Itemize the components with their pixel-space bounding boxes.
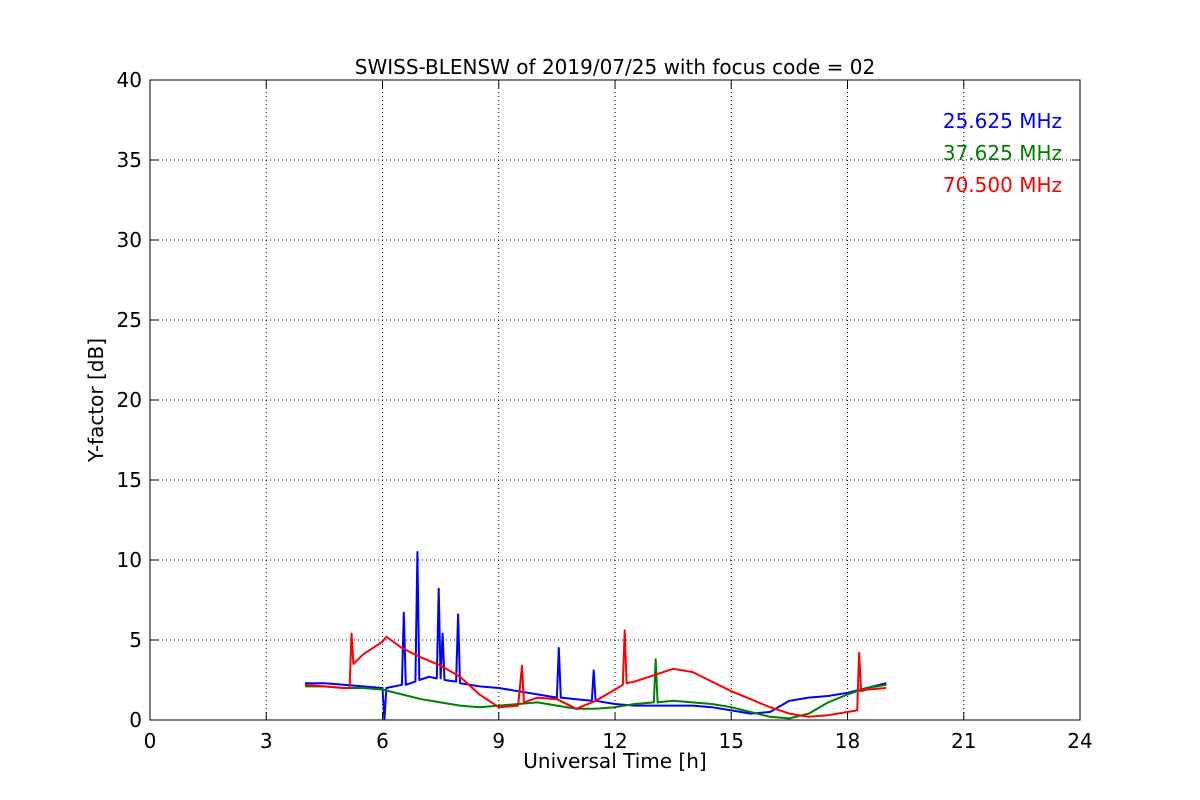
y-tick-label: 15 <box>117 468 142 492</box>
x-tick-label: 3 <box>260 729 273 753</box>
y-axis-label: Y-factor [dB] <box>84 338 108 463</box>
x-tick-label: 18 <box>835 729 860 753</box>
y-tick-label: 30 <box>117 228 142 252</box>
chart-title: SWISS-BLENSW of 2019/07/25 with focus co… <box>355 55 876 79</box>
y-tick-label: 25 <box>117 308 142 332</box>
ticks <box>149 79 1081 721</box>
legend: 25.625 MHz 37.625 MHz 70.500 MHz <box>943 109 1062 197</box>
y-tick-label: 20 <box>117 388 142 412</box>
y-tick-label: 40 <box>117 68 142 92</box>
x-tick-label: 6 <box>376 729 389 753</box>
legend-entry-3: 70.500 MHz <box>943 173 1062 197</box>
x-tick-label: 9 <box>492 729 505 753</box>
legend-entry-1: 25.625 MHz <box>943 109 1062 133</box>
series-line-2 <box>305 658 887 720</box>
y-tick-label: 35 <box>117 148 142 172</box>
x-tick-label: 12 <box>602 729 627 753</box>
series-line-1 <box>305 551 887 720</box>
series-line-3 <box>304 629 887 718</box>
x-tick-label: 15 <box>719 729 744 753</box>
y-tick-label: 0 <box>129 708 142 732</box>
x-tick-label: 0 <box>144 729 157 753</box>
x-axis-label: Universal Time [h] <box>523 749 706 773</box>
y-tick-label: 10 <box>117 548 142 572</box>
x-tick-label: 24 <box>1067 729 1092 753</box>
tick-labels: 0 3 6 9 12 15 18 21 24 0 5 10 15 20 25 30 35 40 <box>117 68 1093 753</box>
x-tick-label: 21 <box>951 729 976 753</box>
legend-entry-2: 37.625 MHz <box>943 141 1062 165</box>
y-tick-label: 5 <box>129 628 142 652</box>
series-layer <box>304 551 887 720</box>
grid <box>150 80 1080 720</box>
